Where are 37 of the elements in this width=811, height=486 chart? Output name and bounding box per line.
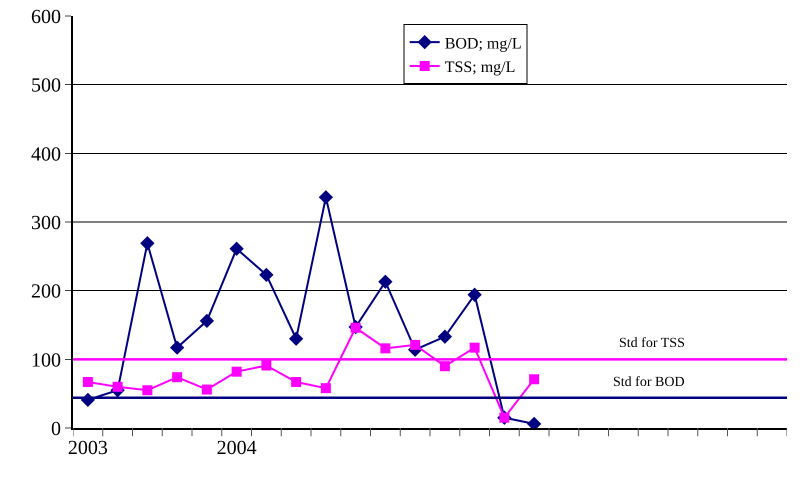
y-tick-label: 400 (31, 143, 61, 166)
point (291, 376, 302, 387)
y-tick-label: 200 (31, 280, 61, 303)
x-tick-label: 2003 (68, 437, 108, 459)
point (410, 340, 420, 350)
y-tick-label: 100 (31, 349, 61, 372)
point (229, 242, 244, 256)
point (440, 361, 450, 372)
point (259, 268, 274, 282)
y-tick-label: 0 (51, 418, 61, 440)
point (288, 332, 304, 346)
point (200, 314, 214, 328)
point (170, 340, 184, 355)
point (140, 236, 155, 250)
point (232, 366, 242, 377)
point (380, 343, 390, 354)
point (438, 330, 452, 344)
point (470, 342, 480, 353)
point (529, 374, 540, 384)
point (172, 372, 182, 382)
point (378, 274, 393, 289)
x-tick-label: 2004 (216, 437, 257, 459)
ref-line-label: Std for BOD (613, 375, 685, 390)
y-tick-label: 600 (31, 6, 61, 28)
point (320, 383, 331, 394)
point (142, 385, 152, 396)
legend-label: TSS; mg/L (444, 59, 516, 76)
y-tick-label: 500 (31, 74, 61, 97)
point (261, 360, 272, 371)
ref-line-label: Std for TSS (619, 336, 685, 351)
y-tick-label: 300 (31, 212, 61, 234)
point (82, 376, 93, 387)
point (467, 288, 482, 302)
point (112, 382, 123, 392)
point (202, 384, 212, 395)
legend-label: BOD; mg/L (444, 35, 522, 52)
point (318, 190, 334, 204)
